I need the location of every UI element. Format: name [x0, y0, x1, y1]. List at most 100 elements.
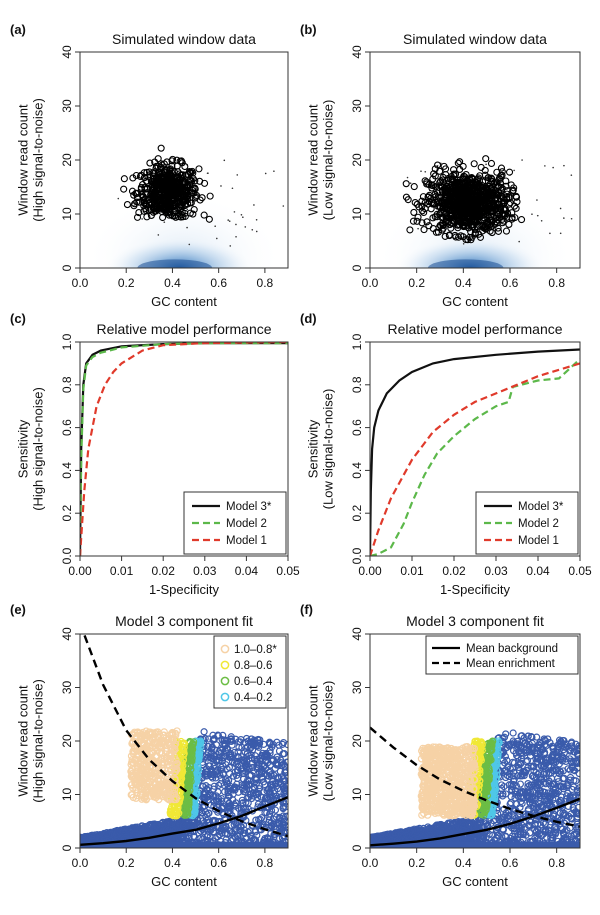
- outlier-point: [536, 214, 539, 217]
- enriched-window-point: [120, 175, 128, 183]
- legend-label: 0.8–0.6: [234, 660, 272, 672]
- background-window-point: [137, 830, 146, 838]
- plot-area: [84, 144, 285, 268]
- panel-label: (c): [10, 311, 26, 326]
- probability-band-point: [193, 790, 201, 798]
- probability-band-point: [185, 795, 193, 803]
- enriched-window-point: [503, 193, 511, 202]
- enriched-window-point: [146, 761, 155, 770]
- enriched-window-point: [464, 212, 472, 220]
- chart-title: Model 3 component fit: [406, 613, 544, 629]
- outlier-point: [531, 213, 533, 215]
- enriched-window-point: [155, 193, 163, 202]
- enriched-window-point: [182, 187, 191, 195]
- x-tick-label: 0.05: [276, 564, 300, 578]
- background-window-point: [239, 784, 247, 793]
- enriched-window-point: [169, 170, 177, 178]
- x-tick-label: 0.8: [548, 276, 565, 290]
- enriched-window-point: [433, 161, 442, 169]
- background-window-point: [275, 747, 284, 755]
- enriched-window-point: [147, 211, 155, 219]
- x-tick-label: 0.04: [526, 564, 550, 578]
- enriched-window-point: [183, 192, 191, 200]
- y-axis-label-line1: Window read count: [305, 685, 320, 797]
- chart-title: Relative model performance: [387, 321, 562, 337]
- background-window-point: [234, 752, 242, 761]
- enriched-window-point: [441, 188, 449, 197]
- enriched-window-point: [136, 736, 145, 744]
- y-axis-label-line1: Window read count: [15, 685, 30, 797]
- background-window-point: [277, 761, 286, 769]
- enriched-window-point: [142, 791, 150, 799]
- enriched-window-point: [487, 196, 496, 204]
- enriched-window-point: [165, 762, 174, 770]
- chart-title: Model 3 component fit: [115, 613, 253, 629]
- enriched-window-point: [436, 179, 444, 187]
- x-tick-label: 0.0: [72, 276, 89, 290]
- x-tick-label: 0.01: [110, 564, 134, 578]
- enriched-window-point: [152, 728, 160, 736]
- enriched-window-point: [136, 172, 144, 181]
- x-tick-label: 0.0: [72, 856, 89, 870]
- background-window-point: [247, 751, 255, 759]
- enriched-window-point: [498, 171, 506, 179]
- enriched-window-point: [128, 187, 137, 195]
- enriched-window-point: [418, 219, 426, 227]
- background-window-point: [203, 833, 211, 841]
- enriched-window-point: [162, 203, 170, 211]
- outlier-point: [240, 213, 243, 216]
- background-window-point: [216, 830, 224, 839]
- background-window-point: [243, 794, 251, 802]
- outlier-point: [227, 219, 230, 221]
- enriched-window-point: [154, 176, 162, 184]
- enriched-window-point: [133, 785, 141, 794]
- enriched-window-point: [154, 168, 162, 176]
- enriched-window-point: [439, 203, 448, 211]
- enriched-window-point: [128, 773, 136, 782]
- legend-label: Model 1: [226, 535, 267, 547]
- background-window-point: [263, 759, 272, 767]
- enriched-window-point: [191, 185, 199, 193]
- enriched-window-point: [156, 792, 164, 800]
- background-density-core: [137, 259, 213, 268]
- background-window-point: [103, 830, 111, 838]
- enriched-window-point: [160, 787, 168, 795]
- legend-box: [213, 635, 287, 709]
- background-window-point: [273, 738, 281, 746]
- background-window-point: [217, 794, 225, 803]
- enriched-window-point: [427, 181, 436, 189]
- outlier-point: [235, 236, 237, 238]
- enriched-window-point: [146, 770, 154, 778]
- x-axis-label: GC content: [151, 874, 217, 889]
- enriched-window-point: [157, 144, 165, 152]
- enriched-window-point: [495, 183, 503, 191]
- enriched-window-point: [133, 213, 142, 221]
- background-window-point: [223, 780, 231, 788]
- background-window-point: [202, 765, 211, 773]
- enriched-window-point: [481, 166, 489, 174]
- background-window-point: [279, 739, 288, 747]
- background-window-point: [266, 767, 274, 776]
- y-tick-label: 10: [60, 207, 74, 221]
- background-window-point: [277, 817, 285, 825]
- enriched-window-point: [498, 168, 506, 176]
- enriched-window-point: [165, 795, 173, 804]
- enriched-window-point: [161, 791, 169, 799]
- y-tick-label: 0: [350, 264, 364, 271]
- enriched-window-point: [485, 200, 493, 208]
- series-line-model1: [370, 362, 580, 556]
- legend-box: [475, 491, 579, 555]
- enriched-window-point: [431, 196, 439, 204]
- outlier-point: [417, 227, 419, 230]
- enriched-window-point: [479, 222, 487, 230]
- background-band: [80, 841, 288, 848]
- y-axis-label-line1: Window read count: [305, 104, 320, 216]
- enriched-window-point: [487, 159, 496, 168]
- outlier-point: [242, 216, 244, 219]
- enriched-window-point: [155, 749, 164, 757]
- legend-label: 0.4–0.2: [234, 692, 272, 704]
- y-tick-label: 20: [350, 153, 364, 167]
